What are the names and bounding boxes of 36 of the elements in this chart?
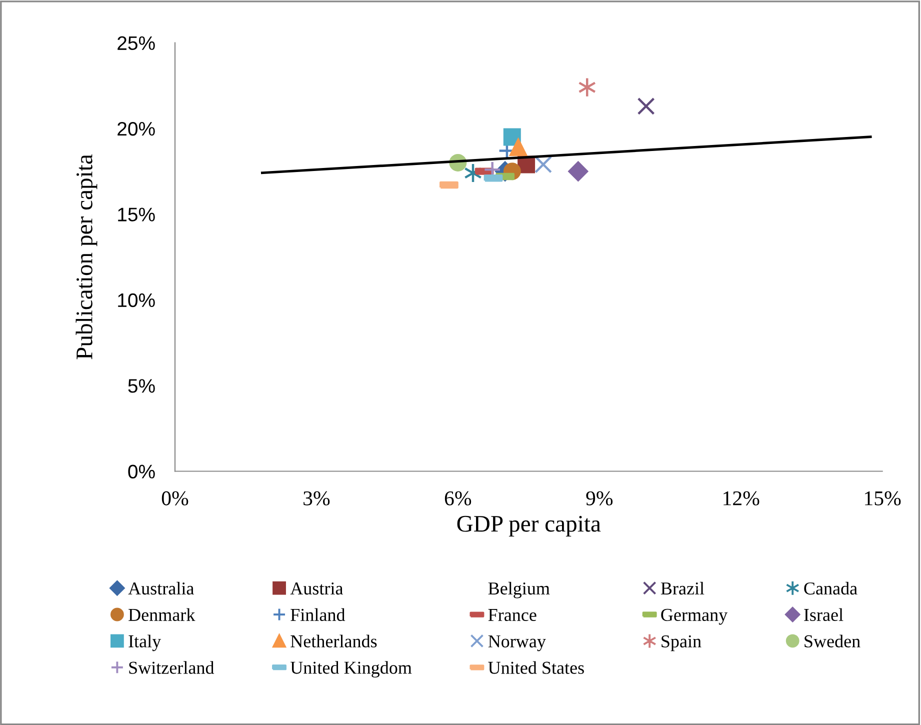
- legend-label: Brazil: [660, 582, 704, 595]
- x-tick-label: 15%: [865, 491, 901, 506]
- text: Belgium: [488, 582, 550, 598]
- legend-label: United States: [488, 661, 584, 674]
- legend-label: Australia: [128, 582, 194, 595]
- x-tick-label: 9%: [586, 491, 613, 506]
- y-tick-label: 10%: [118, 293, 155, 308]
- legend-label: Canada: [804, 582, 858, 595]
- point: [568, 161, 588, 182]
- legend-label: United Kingdom: [290, 661, 412, 678]
- legend-label: Switzerland: [129, 661, 214, 674]
- point: [534, 156, 552, 174]
- x-tick-label: 12%: [724, 491, 760, 506]
- x-tick-label: 6%: [444, 491, 472, 506]
- legend-label: Finland: [290, 608, 346, 621]
- legend-label: Austria: [290, 582, 344, 595]
- legend-label: Italy: [128, 634, 162, 652]
- legend-label: Israel: [804, 608, 844, 621]
- y-tick-label: 25%: [118, 36, 155, 50]
- y-tick-label: 0%: [128, 464, 155, 478]
- x-axis-title: GDP per capita: [457, 516, 601, 537]
- y-tick-label: 5%: [128, 379, 155, 393]
- y-tick-label: 15%: [118, 208, 155, 222]
- legend-label: Germany: [661, 608, 728, 625]
- legend-label: France: [488, 609, 536, 622]
- y-tick-label: 20%: [118, 122, 155, 136]
- legend-label: Spain: [662, 635, 702, 652]
- legend-label: Denmark: [128, 608, 196, 621]
- legend-label: Sweden: [804, 634, 860, 648]
- point: [510, 138, 528, 156]
- y-axis-title: Publication per capita: [76, 154, 98, 360]
- legend-label: Norway: [488, 635, 546, 652]
- legend-label: Netherlands: [290, 634, 377, 648]
- x-tick-label: 3%: [304, 491, 330, 506]
- x-tick-label: 0%: [162, 491, 188, 506]
- point: [637, 97, 655, 115]
